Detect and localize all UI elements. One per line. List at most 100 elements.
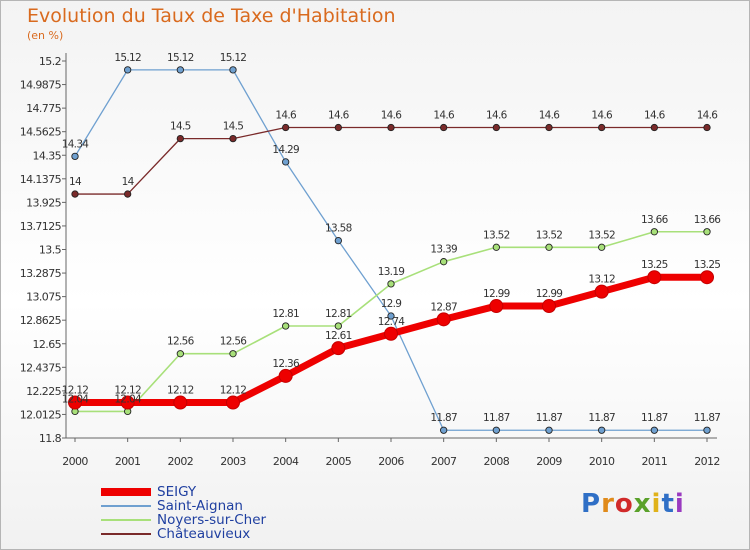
data-label: 12.81 (272, 308, 299, 320)
data-label: 14 (122, 176, 135, 188)
y-tick-label: 11.8 (39, 432, 62, 445)
data-point (545, 426, 553, 434)
data-point (545, 243, 553, 251)
data-label: 11.87 (641, 412, 668, 424)
x-tick-label: 2011 (642, 455, 668, 468)
data-point (492, 426, 500, 434)
data-point (282, 123, 290, 132)
logo-letter: r (601, 489, 615, 519)
legend-item: Noyers-sur-Cher (101, 513, 266, 527)
legend-label: Saint-Aignan (157, 498, 243, 514)
data-label: 14.6 (644, 110, 666, 122)
data-point (440, 426, 448, 434)
y-tick-label: 12.225 (26, 385, 61, 398)
proxiti-logo: Proxiti (581, 489, 685, 519)
data-label: 12.74 (378, 316, 406, 328)
data-label: 14.5 (223, 121, 244, 133)
chart-title: Evolution du Taux de Taxe d'Habitation (27, 5, 396, 27)
data-point (650, 228, 658, 236)
data-label: 13.39 (430, 244, 457, 256)
data-label: 12.56 (167, 336, 195, 348)
data-point (278, 368, 293, 383)
x-tick-label: 2002 (168, 455, 194, 468)
data-point (650, 123, 658, 132)
logo-letter: P (581, 489, 602, 519)
data-point (71, 152, 79, 161)
data-point (384, 326, 398, 341)
data-label: 12.12 (167, 385, 194, 397)
data-point (492, 243, 500, 251)
data-label: 12.99 (536, 288, 563, 300)
data-label: 14.29 (272, 144, 299, 156)
data-point (440, 123, 448, 132)
data-point (598, 426, 606, 434)
data-point (334, 322, 342, 330)
data-label: 13.52 (483, 229, 510, 241)
chart-data-labels: 12.12 12.12 12.12 12.12 12.36 12.61 12.74 12.87… (62, 52, 722, 424)
data-point (387, 280, 395, 288)
data-label: 11.87 (694, 412, 721, 424)
data-point (334, 236, 342, 245)
data-point (700, 270, 714, 285)
y-tick-label: 12.65 (33, 338, 62, 351)
y-tick-label: 13.925 (26, 196, 61, 209)
data-label: 13.12 (588, 274, 615, 286)
data-label: 13.58 (325, 223, 352, 235)
data-point (650, 426, 658, 434)
y-tick-label: 13.075 (26, 291, 61, 304)
data-label: 12.81 (325, 308, 352, 320)
data-point (542, 299, 556, 314)
x-tick-label: 2004 (273, 455, 299, 468)
data-label: 13.25 (694, 259, 721, 271)
y-tick-label: 14.35 (33, 149, 62, 162)
logo-letter: i (674, 489, 685, 519)
data-label: 13.19 (378, 266, 405, 278)
data-label: 14.6 (328, 110, 350, 122)
data-point (594, 284, 609, 299)
data-label: 13.66 (694, 214, 722, 226)
data-point (68, 395, 82, 410)
legend-swatch (101, 488, 151, 496)
logo-letter: t (661, 489, 675, 519)
y-tick-label: 12.0125 (20, 408, 62, 421)
legend-item: Saint-Aignan (101, 499, 266, 513)
data-point (387, 123, 395, 132)
y-tick-label: 12.4375 (20, 361, 62, 374)
data-label: 13.52 (588, 229, 615, 241)
data-label: 14.6 (275, 110, 297, 122)
y-tick-label: 14.775 (26, 102, 61, 115)
logo-letter: x (633, 489, 652, 519)
data-point (229, 350, 237, 358)
data-label: 12.56 (220, 336, 248, 348)
series-noyers-sur-cher (71, 228, 711, 416)
series-saint-aignan (71, 66, 711, 434)
chart-axes: 11.8 12.0125 12.225 12.4375 12.65 12.8625 13.0… (20, 53, 720, 468)
legend-item: SEIGY (101, 485, 266, 499)
data-point (229, 66, 237, 74)
data-point (436, 312, 451, 327)
data-point (334, 123, 342, 132)
data-point (440, 258, 448, 266)
data-label: 14.6 (433, 110, 455, 122)
data-point (120, 395, 135, 410)
data-label: 14.6 (381, 110, 403, 122)
data-label: 12.04 (62, 393, 90, 405)
y-tick-label: 13.5 (39, 244, 62, 257)
x-tick-label: 2000 (62, 455, 88, 468)
data-point (598, 123, 606, 132)
data-point (176, 134, 184, 143)
data-label: 13.52 (536, 229, 563, 241)
data-label: 14.34 (62, 138, 90, 150)
chart-legend: SEIGY Saint-Aignan Noyers-sur-Cher Châteauv… (101, 485, 266, 541)
data-label: 12.12 (220, 385, 247, 397)
data-label: 12.99 (483, 288, 510, 300)
data-label: 15.12 (167, 52, 194, 64)
data-point (545, 123, 553, 132)
data-label: 12.12 (62, 385, 89, 397)
chart-unit-label: (en %) (27, 29, 64, 42)
data-label: 15.12 (114, 52, 141, 64)
legend-swatch (101, 519, 151, 521)
legend-swatch (101, 505, 151, 507)
data-point (124, 190, 132, 198)
